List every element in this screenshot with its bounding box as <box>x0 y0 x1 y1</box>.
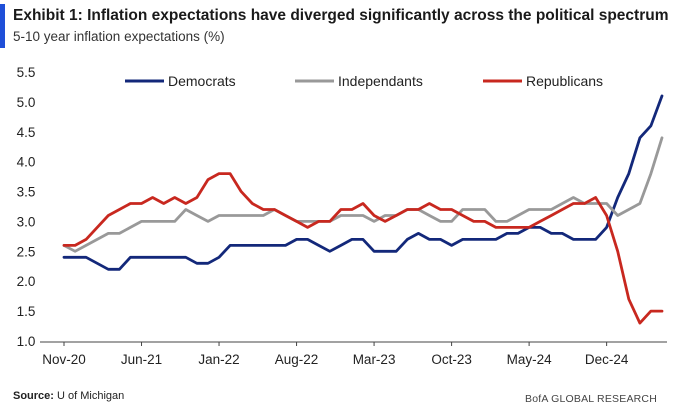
y-tick-label: 2.5 <box>17 244 36 259</box>
series-line-democrats <box>62 94 664 271</box>
legend-label-democrats: Democrats <box>168 73 236 89</box>
source-label: Source: <box>13 390 54 402</box>
x-tick-label: Dec-24 <box>585 352 629 367</box>
legend-label-republicans: Republicans <box>526 73 603 89</box>
y-tick-label: 2.0 <box>17 274 36 289</box>
y-tick-label: 3.0 <box>17 214 36 229</box>
chart-subtitle: 5-10 year inflation expectations (%) <box>13 29 225 44</box>
chart-title: Exhibit 1: Inflation expectations have d… <box>13 7 669 24</box>
x-tick-label: Mar-23 <box>353 352 396 367</box>
x-tick-label: Nov-20 <box>42 352 86 367</box>
y-tick-label: 1.0 <box>17 334 36 349</box>
y-tick-label: 3.5 <box>17 185 36 200</box>
brand-label: BofA GLOBAL RESEARCH <box>525 393 657 405</box>
x-tick-label: May-24 <box>507 352 553 367</box>
series-line-republicans <box>62 172 664 325</box>
series-line-independants <box>62 136 664 253</box>
source-note: Source: U of Michigan <box>13 390 124 402</box>
x-tick-label: Jan-22 <box>198 352 239 367</box>
y-tick-label: 1.5 <box>17 304 36 319</box>
x-tick-label: Oct-23 <box>431 352 472 367</box>
x-tick-label: Aug-22 <box>275 352 319 367</box>
x-tick-label: Jun-21 <box>121 352 162 367</box>
source-text: U of Michigan <box>57 390 125 402</box>
y-tick-label: 5.5 <box>17 65 36 80</box>
y-tick-label: 5.0 <box>17 95 36 110</box>
y-tick-label: 4.0 <box>17 155 36 170</box>
y-tick-label: 4.5 <box>17 125 36 140</box>
legend-label-independants: Independants <box>338 73 423 89</box>
title-accent-bar <box>0 4 5 48</box>
